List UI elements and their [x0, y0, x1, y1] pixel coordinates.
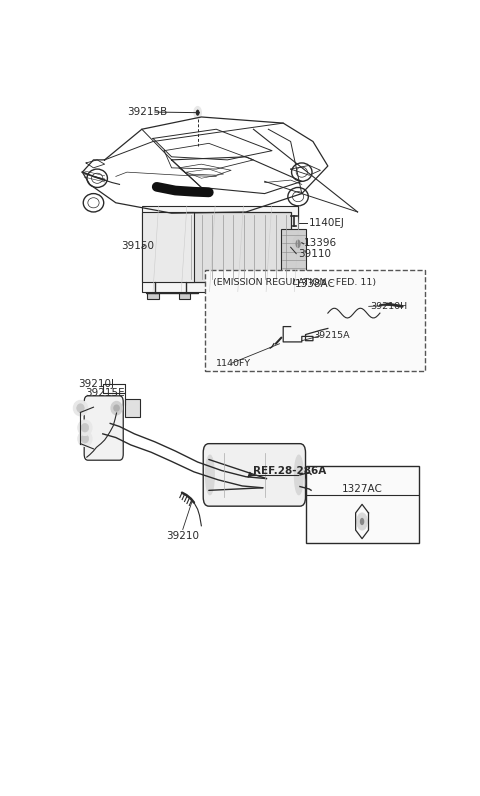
- Text: 13396: 13396: [304, 238, 337, 248]
- Text: 39110: 39110: [298, 248, 331, 259]
- FancyBboxPatch shape: [186, 212, 291, 283]
- Circle shape: [194, 107, 202, 119]
- FancyBboxPatch shape: [147, 293, 158, 299]
- Text: 1327AC: 1327AC: [342, 484, 383, 494]
- Text: REF.28-286A: REF.28-286A: [253, 466, 327, 476]
- FancyBboxPatch shape: [84, 396, 123, 460]
- Circle shape: [196, 110, 200, 115]
- Ellipse shape: [81, 423, 89, 432]
- Text: 39210J: 39210J: [79, 379, 115, 388]
- FancyBboxPatch shape: [125, 399, 140, 417]
- Ellipse shape: [294, 455, 303, 495]
- Text: 39215A: 39215A: [313, 331, 349, 340]
- Text: (EMISSION REGULATION - FED. 11): (EMISSION REGULATION - FED. 11): [213, 278, 376, 287]
- Text: 39150: 39150: [121, 240, 155, 251]
- Text: 39215E: 39215E: [85, 388, 125, 398]
- Ellipse shape: [113, 404, 120, 412]
- FancyBboxPatch shape: [205, 270, 424, 371]
- Circle shape: [288, 275, 292, 283]
- Text: 39215B: 39215B: [127, 107, 167, 117]
- Text: 39210: 39210: [166, 531, 199, 540]
- Circle shape: [360, 518, 364, 525]
- Ellipse shape: [205, 455, 215, 495]
- FancyBboxPatch shape: [149, 220, 183, 275]
- Circle shape: [286, 272, 294, 287]
- Text: 1140EJ: 1140EJ: [309, 218, 345, 228]
- Ellipse shape: [73, 400, 87, 416]
- Circle shape: [296, 240, 300, 248]
- FancyBboxPatch shape: [281, 228, 305, 275]
- Circle shape: [293, 236, 303, 252]
- Text: 1338AC: 1338AC: [295, 279, 336, 289]
- Ellipse shape: [78, 431, 92, 447]
- FancyBboxPatch shape: [142, 212, 194, 283]
- Ellipse shape: [111, 401, 122, 415]
- FancyBboxPatch shape: [142, 206, 298, 291]
- FancyBboxPatch shape: [305, 466, 419, 543]
- Text: 39210H: 39210H: [371, 302, 408, 311]
- Ellipse shape: [77, 404, 84, 412]
- Ellipse shape: [81, 435, 89, 443]
- Text: 1140FY: 1140FY: [216, 359, 252, 368]
- FancyBboxPatch shape: [152, 224, 180, 270]
- Ellipse shape: [306, 470, 314, 495]
- FancyBboxPatch shape: [179, 293, 190, 299]
- FancyBboxPatch shape: [203, 443, 305, 506]
- Circle shape: [357, 513, 367, 530]
- Ellipse shape: [78, 420, 92, 435]
